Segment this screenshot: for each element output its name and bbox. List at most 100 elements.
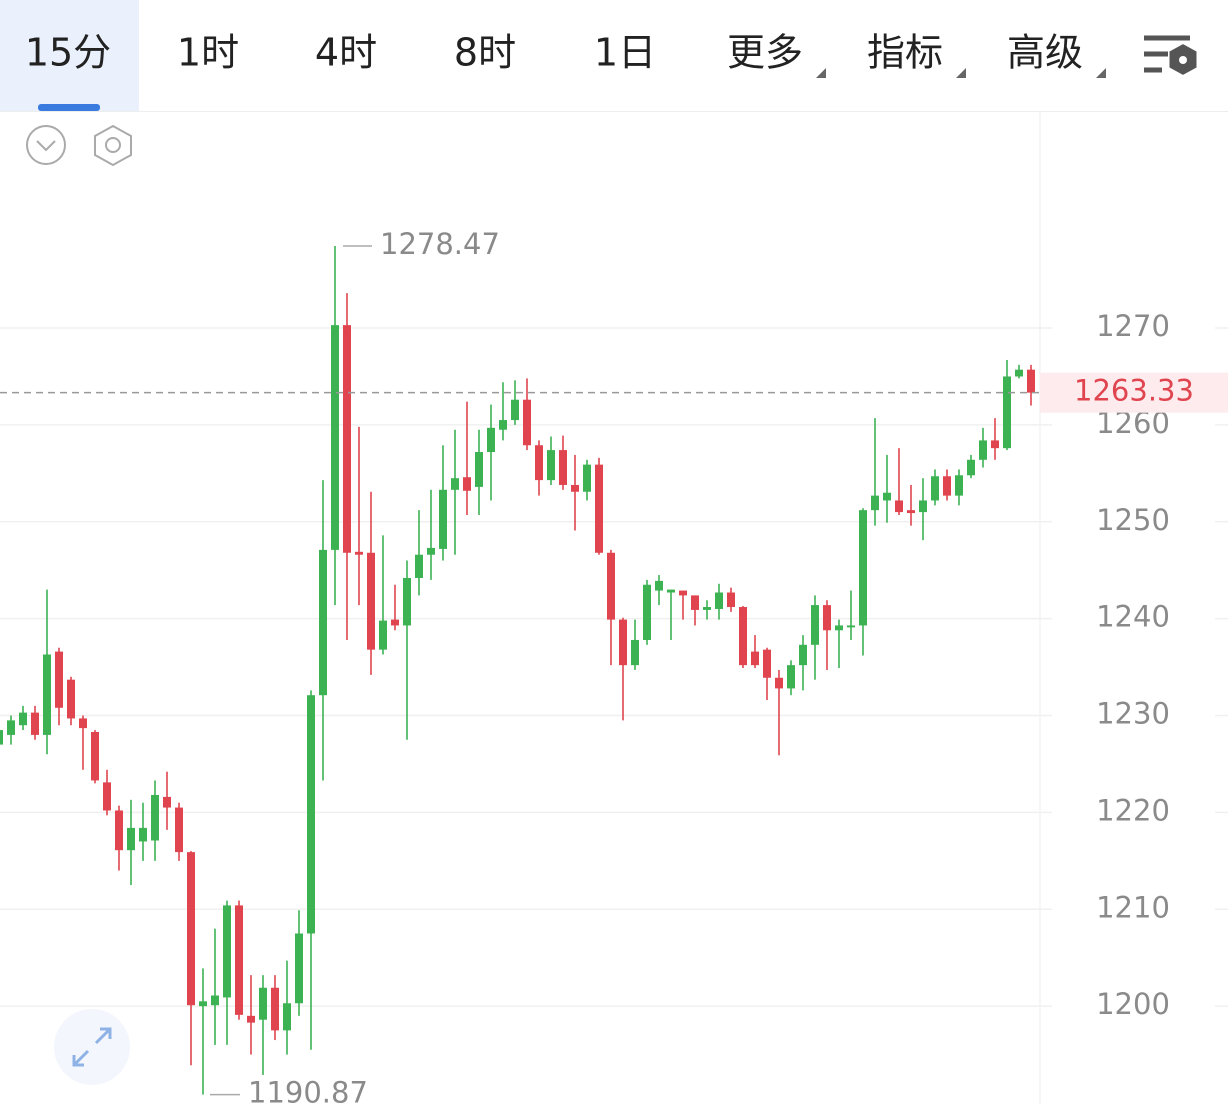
candle-body: [79, 718, 87, 729]
candle-body: [883, 492, 891, 501]
candle-body: [811, 605, 819, 645]
candle-body: [1003, 376, 1011, 449]
candle-body: [571, 484, 579, 492]
indicator-settings-button[interactable]: [94, 124, 132, 167]
y-tick-label: 1270: [1096, 309, 1170, 343]
candle-body: [835, 625, 843, 631]
timeframe-tab[interactable]: 高级: [1007, 31, 1083, 75]
candle-body: [979, 440, 987, 460]
min-label: 1190.87: [248, 1076, 368, 1104]
candle-body: [895, 500, 903, 513]
candle-body: [391, 619, 399, 626]
candle-body: [931, 476, 939, 501]
candle-body: [7, 720, 15, 735]
timeframe-tab[interactable]: 更多: [727, 31, 803, 75]
candle-body: [631, 639, 639, 666]
candle-body: [367, 552, 375, 650]
settings-button[interactable]: [1144, 35, 1197, 75]
current-price-bg: [1040, 372, 1228, 413]
candle-body: [499, 420, 507, 430]
candle-body: [439, 489, 447, 549]
y-tick-label: 1250: [1096, 503, 1170, 537]
candle-body: [727, 592, 735, 608]
timeframe-tab[interactable]: 8时: [454, 31, 516, 75]
candle-body: [103, 782, 111, 811]
collapse-button[interactable]: [26, 125, 66, 165]
y-tick-label: 1220: [1096, 793, 1170, 827]
candle-body: [943, 476, 951, 496]
candle-body: [403, 577, 411, 626]
timeframe-tab[interactable]: 1日: [594, 31, 656, 75]
candle-body: [559, 450, 567, 485]
candle-body: [127, 827, 135, 851]
candle-body: [67, 679, 75, 719]
candle-body: [547, 450, 555, 481]
y-tick-label: 1210: [1096, 890, 1170, 924]
candle-body: [607, 552, 615, 620]
candle-body: [175, 807, 183, 853]
candle-body: [859, 510, 867, 626]
candle-body: [43, 654, 51, 735]
candle-body: [703, 607, 711, 610]
candle-body: [619, 619, 627, 666]
candle-body: [583, 464, 591, 492]
candle-body: [919, 500, 927, 513]
candle-body: [847, 625, 855, 628]
candle-body: [787, 665, 795, 689]
candle-body: [679, 590, 687, 596]
y-tick-label: 1230: [1096, 697, 1170, 731]
candle-body: [151, 794, 159, 841]
candle-body: [871, 495, 879, 511]
candle-body: [739, 607, 747, 666]
candle-body: [595, 464, 603, 553]
candle-body: [0, 730, 3, 745]
candle-body: [967, 459, 975, 476]
selected-tab-bg: [0, 0, 139, 111]
timeframe-tab[interactable]: 15分: [25, 31, 111, 75]
candle-body: [991, 440, 999, 449]
selected-tab-indicator: [38, 104, 100, 111]
dropdown-arrows: [816, 68, 1106, 78]
candle-body: [907, 510, 915, 514]
candle-body: [715, 592, 723, 609]
candle-body: [235, 905, 243, 1015]
candle-body: [307, 695, 315, 934]
candle-body: [271, 987, 279, 1031]
candle-body: [331, 325, 339, 550]
candle-body: [463, 477, 471, 491]
y-tick-label: 1240: [1096, 600, 1170, 634]
candle-body: [319, 549, 327, 696]
timeframe-tab[interactable]: 1时: [177, 31, 239, 75]
candle-body: [247, 1015, 255, 1023]
candle-body: [475, 452, 483, 487]
candle-body: [535, 445, 543, 481]
candle-body: [295, 933, 303, 1004]
candle-body: [355, 551, 363, 555]
candle-body: [19, 712, 27, 726]
candle-body: [667, 589, 675, 593]
candle-body: [799, 644, 807, 666]
candle-body: [199, 1001, 207, 1007]
candle-body: [115, 810, 123, 851]
candle-body: [823, 605, 831, 631]
candle-body: [451, 478, 459, 490]
candle-body: [211, 995, 219, 1006]
candle-body: [163, 796, 171, 808]
timeframe-tab[interactable]: 指标: [867, 31, 943, 75]
timeframe-tab[interactable]: 4时: [315, 31, 377, 75]
candle-body: [523, 399, 531, 446]
candle-body: [379, 620, 387, 650]
candle-body: [655, 580, 663, 591]
max-label: 1278.47: [380, 227, 500, 261]
candle-body: [775, 677, 783, 689]
candle-body: [139, 827, 147, 842]
fullscreen-button[interactable]: [54, 1009, 130, 1085]
candle-body: [223, 905, 231, 998]
y-tick-label: 1200: [1096, 987, 1170, 1021]
candle-body: [1027, 369, 1035, 393]
candle-body: [55, 651, 63, 708]
candle-body: [31, 712, 39, 735]
candle-body: [751, 651, 759, 666]
